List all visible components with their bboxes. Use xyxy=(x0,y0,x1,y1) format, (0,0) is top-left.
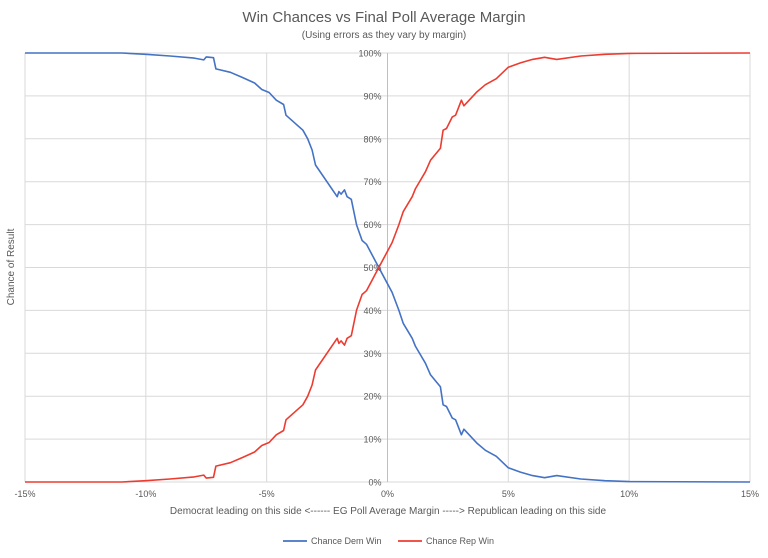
x-tick-label: 0% xyxy=(381,489,394,499)
series-line-chance-rep-win xyxy=(25,52,751,483)
y-tick-label: 20% xyxy=(363,392,381,402)
x-axis-label: Democrat leading on this side <------ EG… xyxy=(170,506,607,517)
y-tick-label: 40% xyxy=(363,306,381,316)
chart-subtitle: (Using errors as they vary by margin) xyxy=(302,30,467,41)
gridlines xyxy=(24,52,751,483)
series-line-chance-dem-win xyxy=(25,52,751,483)
x-tick-label: -15% xyxy=(14,489,35,499)
y-tick-label: 90% xyxy=(363,91,381,101)
y-tick-label: 70% xyxy=(363,177,381,187)
x-tick-label: 15% xyxy=(741,489,759,499)
y-tick-label: 80% xyxy=(363,134,381,144)
y-tick-label: 60% xyxy=(363,220,381,230)
y-tick-label: 10% xyxy=(363,435,381,445)
y-tick-label: 30% xyxy=(363,349,381,359)
legend-label: Chance Rep Win xyxy=(426,536,494,546)
x-axis-ticks: -15% -10% -5% 0% 5% 10% 15% xyxy=(14,489,759,499)
x-tick-label: 10% xyxy=(620,489,638,499)
x-tick-label: -10% xyxy=(135,489,156,499)
legend: Chance Dem Win Chance Rep Win xyxy=(283,536,494,546)
legend-label: Chance Dem Win xyxy=(311,536,382,546)
y-axis-ticks: 0% 10% 20% 30% 40% 50% 60% 70% 80% 90% 100% xyxy=(358,49,381,488)
y-tick-label: 0% xyxy=(368,478,381,488)
series-lines xyxy=(25,52,751,483)
y-tick-label: 100% xyxy=(358,49,381,59)
x-tick-label: 5% xyxy=(502,489,515,499)
x-tick-label: -5% xyxy=(259,489,275,499)
chart-title: Win Chances vs Final Poll Average Margin xyxy=(242,9,525,26)
y-tick-label: 50% xyxy=(363,263,381,273)
y-axis-label: Chance of Result xyxy=(6,228,17,305)
